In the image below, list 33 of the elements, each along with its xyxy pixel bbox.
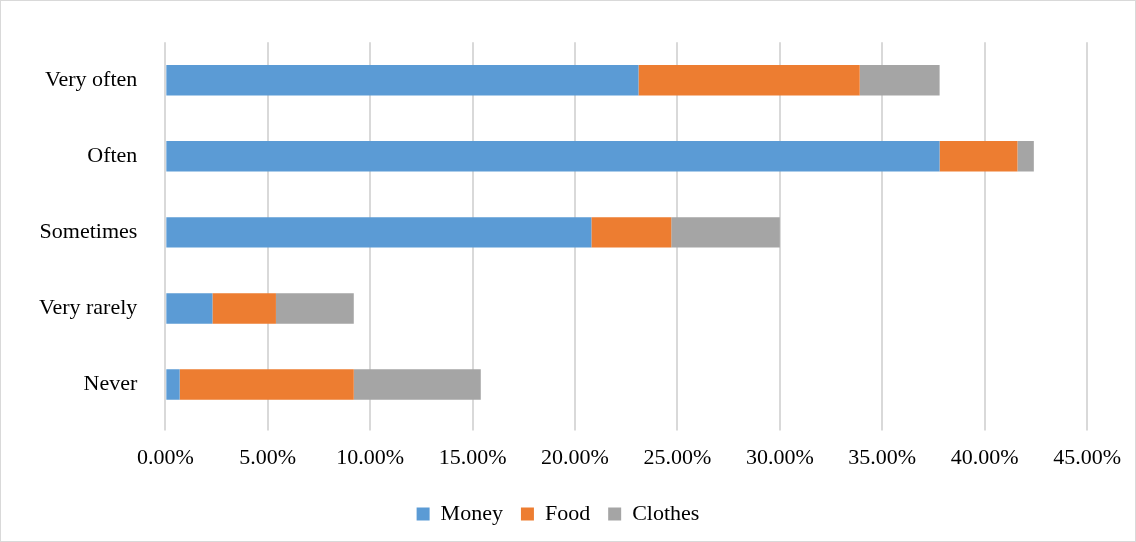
- y-tick-label: Never: [83, 370, 138, 396]
- x-tick-label: 20.00%: [541, 443, 609, 469]
- bar: [591, 217, 672, 248]
- x-tick-label: 30.00%: [745, 443, 814, 469]
- legend-label: Food: [544, 499, 591, 525]
- x-tick-label: 5.00%: [239, 443, 297, 469]
- bar: [166, 141, 940, 172]
- bar: [166, 293, 213, 324]
- x-tick-label: 10.00%: [336, 443, 405, 469]
- y-tick-label: Very often: [45, 66, 138, 92]
- bar: [212, 293, 276, 324]
- x-tick-label: 0.00%: [136, 443, 194, 469]
- bar: [671, 217, 780, 248]
- bar: [353, 369, 481, 400]
- bar: [859, 65, 940, 96]
- x-tick-label: 35.00%: [848, 443, 917, 469]
- x-tick-label: 25.00%: [643, 443, 712, 469]
- bar: [166, 65, 639, 96]
- bar: [179, 369, 354, 400]
- y-tick-label: Sometimes: [39, 218, 138, 244]
- bar: [1017, 141, 1034, 172]
- legend-label: Money: [440, 499, 503, 525]
- y-tick-label: Very rarely: [38, 294, 138, 320]
- y-tick-label: Often: [87, 142, 138, 168]
- bar: [166, 217, 592, 248]
- x-tick-label: 45.00%: [1053, 443, 1121, 469]
- bar: [166, 369, 180, 400]
- x-tick-label: 15.00%: [438, 443, 507, 469]
- bar: [275, 293, 354, 324]
- bar: [939, 141, 1018, 172]
- bar: [638, 65, 860, 96]
- x-tick-label: 40.00%: [950, 443, 1019, 469]
- legend-label: Clothes: [632, 499, 700, 525]
